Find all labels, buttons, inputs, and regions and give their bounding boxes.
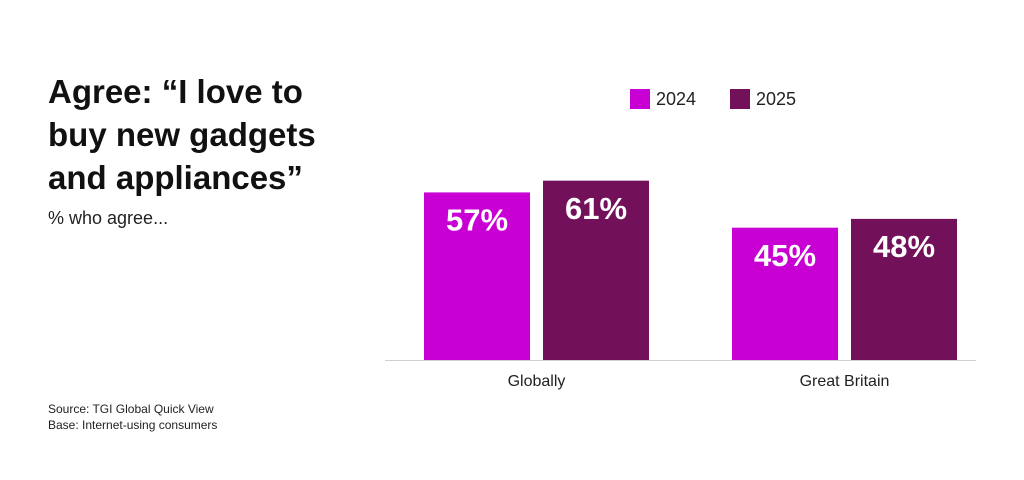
value-label: 48% <box>873 229 935 264</box>
base-note: Base: Internet-using consumers <box>48 418 218 432</box>
bar <box>732 227 838 360</box>
x-tick-label: Globally <box>508 373 566 390</box>
source-note: Source: TGI Global Quick View <box>48 402 214 416</box>
x-tick-label: Great Britain <box>800 373 890 390</box>
bar <box>851 218 957 360</box>
chart-title: Agree: “I love to buy new gadgets and ap… <box>48 73 316 196</box>
legend-label: 2024 <box>656 89 696 109</box>
value-label: 61% <box>565 191 627 226</box>
legend-swatch <box>730 89 750 109</box>
value-label: 45% <box>754 238 816 273</box>
bar <box>543 180 649 360</box>
value-label: 57% <box>446 203 508 238</box>
legend-swatch <box>630 89 650 109</box>
chart-subtitle: % who agree... <box>48 208 169 228</box>
legend-label: 2025 <box>756 89 796 109</box>
bar <box>424 192 530 360</box>
